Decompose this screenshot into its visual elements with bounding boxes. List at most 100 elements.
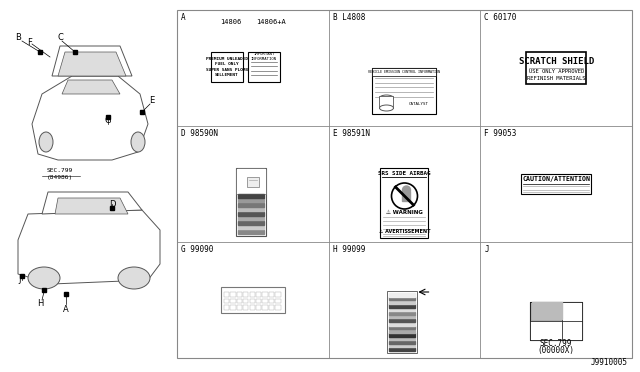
Bar [403,191,410,201]
Bar [256,299,261,303]
Bar [237,292,242,296]
Text: H 99099: H 99099 [333,245,365,254]
Bar [390,315,415,318]
Bar [238,208,264,211]
Bar [238,194,264,198]
Text: B L4808: B L4808 [333,13,365,22]
Text: B: B [15,32,21,42]
Text: E 98591N: E 98591N [333,129,370,138]
Ellipse shape [39,132,53,152]
Bar [269,305,274,310]
Ellipse shape [28,267,60,289]
Bar [38,50,42,54]
Text: C 60170: C 60170 [484,13,516,22]
Bar [243,299,248,303]
Bar [230,299,236,303]
Bar [237,299,242,303]
Bar [269,299,274,303]
Bar [390,297,415,300]
Bar [530,302,563,321]
Text: A: A [63,305,69,314]
Bar [224,305,229,310]
Bar [256,305,261,310]
Bar [390,319,415,322]
Bar [390,323,415,326]
Text: SEC.799: SEC.799 [540,340,572,349]
Bar [262,305,268,310]
Text: D 98590N: D 98590N [181,129,218,138]
Bar [390,301,415,304]
Bar [238,221,264,225]
Bar [390,326,415,329]
Bar [380,96,394,108]
Ellipse shape [118,267,150,289]
Ellipse shape [380,95,394,101]
FancyBboxPatch shape [381,168,429,238]
Bar [390,308,415,311]
Text: ⚠ AVERTISSEMENT: ⚠ AVERTISSEMENT [379,229,430,234]
Text: F: F [28,38,33,46]
Text: G: G [105,115,111,125]
Bar [64,292,68,296]
Bar [269,292,274,296]
Bar [275,299,281,303]
Text: (84986): (84986) [47,175,73,180]
Text: ⚠ WARNING: ⚠ WARNING [386,209,423,215]
Bar [224,292,229,296]
FancyBboxPatch shape [248,52,280,82]
Text: J: J [19,276,21,285]
Bar [262,299,268,303]
Text: CATALYST: CATALYST [408,102,429,106]
Text: VEHICLE EMISSION CONTROL INFORMATION: VEHICLE EMISSION CONTROL INFORMATION [369,70,440,74]
Polygon shape [18,210,160,284]
Text: J: J [484,245,489,254]
Bar [177,10,632,358]
Bar [230,305,236,310]
Bar [238,217,264,220]
Bar [390,344,415,347]
FancyBboxPatch shape [387,291,417,353]
FancyBboxPatch shape [530,302,582,340]
Bar [230,292,236,296]
Bar [390,340,415,344]
Bar [563,302,582,321]
Bar [390,330,415,333]
Text: IMPORTANT
INFORMATION: IMPORTANT INFORMATION [251,52,277,61]
Polygon shape [32,76,148,160]
FancyBboxPatch shape [526,52,586,84]
Text: F 99053: F 99053 [484,129,516,138]
Bar [237,305,242,310]
Text: 14806+A: 14806+A [256,19,285,25]
Bar [563,321,582,340]
Text: G 99090: G 99090 [181,245,213,254]
Text: SEC.799: SEC.799 [47,168,73,173]
FancyBboxPatch shape [211,52,243,82]
FancyBboxPatch shape [372,68,436,114]
Bar [243,292,248,296]
Text: E: E [149,96,155,105]
Bar [390,337,415,340]
Polygon shape [55,198,128,214]
Bar [224,299,229,303]
Bar [237,169,265,194]
Bar [275,292,281,296]
Text: A: A [181,13,186,22]
FancyBboxPatch shape [521,174,591,194]
Polygon shape [42,192,142,214]
Circle shape [392,183,417,209]
Bar [250,299,255,303]
Text: CAUTION/ATTENTION: CAUTION/ATTENTION [522,176,590,182]
Bar [390,294,415,296]
Text: USE ONLY APPROVED
REFINISH MATERIALS: USE ONLY APPROVED REFINISH MATERIALS [527,69,586,81]
Bar [42,288,46,292]
Text: C: C [57,32,63,42]
Bar [390,333,415,337]
Bar [262,292,268,296]
Bar [250,305,255,310]
Text: 14806: 14806 [220,19,241,25]
Text: D: D [109,199,115,208]
Bar [243,305,248,310]
Bar [247,177,259,187]
Bar [20,274,24,278]
Polygon shape [58,52,126,76]
